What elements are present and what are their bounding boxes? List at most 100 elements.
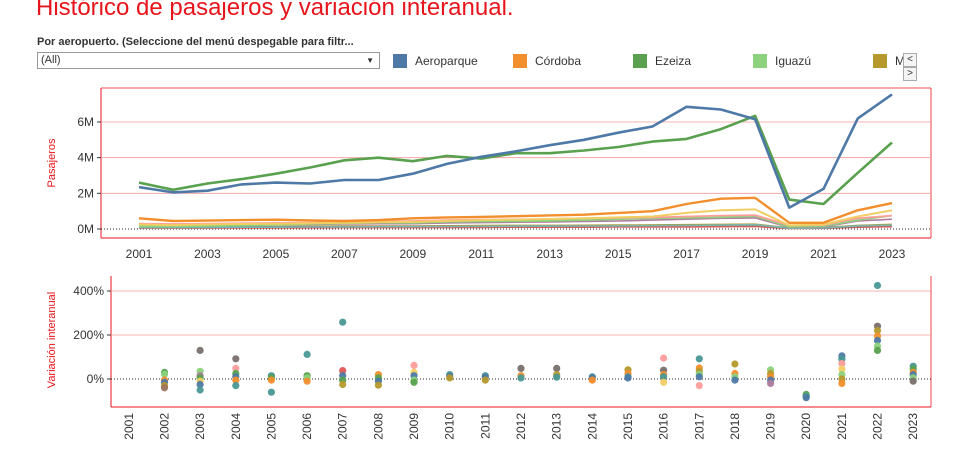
x-tick-label: 2017 — [692, 413, 706, 440]
legend-label: Ezeiza — [655, 54, 692, 68]
x-tick-label: 2001 — [126, 247, 153, 261]
x-tick-label: 2021 — [810, 247, 837, 261]
scatter-point — [731, 360, 739, 368]
scatter-point — [553, 364, 561, 372]
x-tick-label: 2003 — [193, 413, 207, 440]
legend-label: Córdoba — [535, 54, 582, 68]
x-tick-label: 2007 — [331, 247, 358, 261]
series-line — [138, 214, 893, 228]
x-tick-label: 2023 — [879, 247, 906, 261]
x-tick-label: 2003 — [194, 247, 221, 261]
scatter-point — [695, 355, 703, 363]
filter-caption: Por aeropuerto. (Seleccione del menú des… — [37, 36, 354, 48]
scatter-point — [267, 388, 275, 396]
x-tick-label: 2001 — [122, 413, 136, 440]
scatter-point — [410, 361, 418, 369]
x-tick-label: 2005 — [264, 413, 278, 440]
scatter-point — [232, 364, 240, 372]
scatter-point — [267, 376, 275, 384]
scatter-point — [909, 377, 917, 385]
x-tick-label: 2013 — [536, 247, 563, 261]
legend-swatch — [633, 54, 647, 68]
y-axis-title: Pasajeros — [46, 138, 58, 187]
legend-swatch — [753, 54, 767, 68]
scatter-point — [838, 379, 846, 387]
x-tick-label: 2019 — [742, 247, 769, 261]
scatter-point — [660, 354, 668, 362]
scatter-point — [517, 364, 525, 372]
scatter-point — [873, 281, 882, 290]
x-tick-label: 2010 — [443, 413, 457, 440]
legend-next-button[interactable]: > — [903, 67, 917, 81]
x-tick-label: 2019 — [764, 413, 778, 440]
x-tick-label: 2016 — [657, 413, 671, 440]
series-line — [138, 114, 893, 206]
legend-swatch — [513, 54, 527, 68]
x-tick-label: 2012 — [514, 413, 528, 440]
x-tick-label: 2018 — [728, 413, 742, 440]
x-tick-label: 2006 — [300, 413, 314, 440]
x-tick-label: 2009 — [399, 247, 426, 261]
scatter-point — [339, 380, 347, 389]
scatter-point — [588, 376, 596, 384]
scatter-point — [553, 373, 561, 381]
x-tick-label: 2002 — [158, 413, 172, 440]
x-tick-label: 2017 — [673, 247, 700, 261]
y-axis-title: Variación interanual — [46, 292, 58, 388]
legend-nav: <> — [903, 53, 929, 81]
x-tick-label: 2023 — [906, 413, 920, 440]
scatter-point — [660, 373, 668, 381]
scatter-point — [660, 378, 668, 386]
x-tick-label: 2015 — [621, 413, 635, 440]
x-tick-label: 2008 — [371, 413, 385, 440]
scatter-point — [410, 378, 418, 386]
scatter-point — [446, 374, 454, 382]
x-tick-label: 2005 — [263, 247, 290, 261]
legend-label: Iguazú — [775, 54, 812, 68]
page-title: Histórico de pasajeros y variación inter… — [36, 0, 514, 21]
scatter-point — [731, 376, 739, 384]
scatter-point — [196, 386, 204, 394]
x-tick-label: 2013 — [550, 413, 564, 440]
x-tick-label: 2022 — [871, 413, 885, 440]
scatter-point — [517, 374, 525, 382]
x-tick-label: 2007 — [336, 413, 350, 440]
x-tick-label: 2011 — [478, 413, 492, 439]
scatter-point — [838, 360, 846, 368]
y-tick-label: 6M — [77, 115, 94, 129]
scatter-point — [232, 355, 240, 363]
y-tick-label: 4M — [77, 151, 94, 165]
series-line — [138, 196, 893, 225]
y-tick-label: 200% — [73, 328, 104, 342]
series-line — [138, 208, 893, 227]
scatter-point — [303, 350, 311, 358]
legend-swatch — [873, 54, 887, 68]
x-tick-label: 2015 — [605, 247, 632, 261]
x-tick-label: 2009 — [407, 413, 421, 440]
scatter-point — [767, 379, 775, 387]
x-tick-label: 2021 — [835, 413, 849, 440]
scatter-point — [160, 370, 169, 378]
dropdown-value: (All) — [41, 54, 61, 66]
x-tick-label: 2004 — [229, 413, 243, 440]
scatter-point — [873, 346, 882, 354]
scatter-point — [624, 374, 632, 382]
legend-label: M — [895, 54, 905, 68]
legend-swatch — [393, 54, 407, 68]
scatter-point — [339, 318, 347, 326]
scatter-point — [339, 367, 347, 375]
scatter-point — [160, 384, 169, 392]
scatter-point — [695, 382, 703, 390]
airport-filter-dropdown[interactable]: (All) ▼ — [37, 52, 380, 69]
scatter-point — [873, 336, 882, 345]
scatter-point — [303, 377, 311, 385]
x-tick-label: 2014 — [585, 413, 599, 440]
chevron-down-icon: ▼ — [366, 56, 374, 65]
x-tick-label: 2011 — [468, 247, 494, 261]
scatter-point — [232, 382, 240, 390]
scatter-point — [232, 376, 240, 384]
scatter-point — [802, 394, 810, 402]
scatter-point — [374, 381, 382, 389]
series-line — [138, 93, 893, 209]
